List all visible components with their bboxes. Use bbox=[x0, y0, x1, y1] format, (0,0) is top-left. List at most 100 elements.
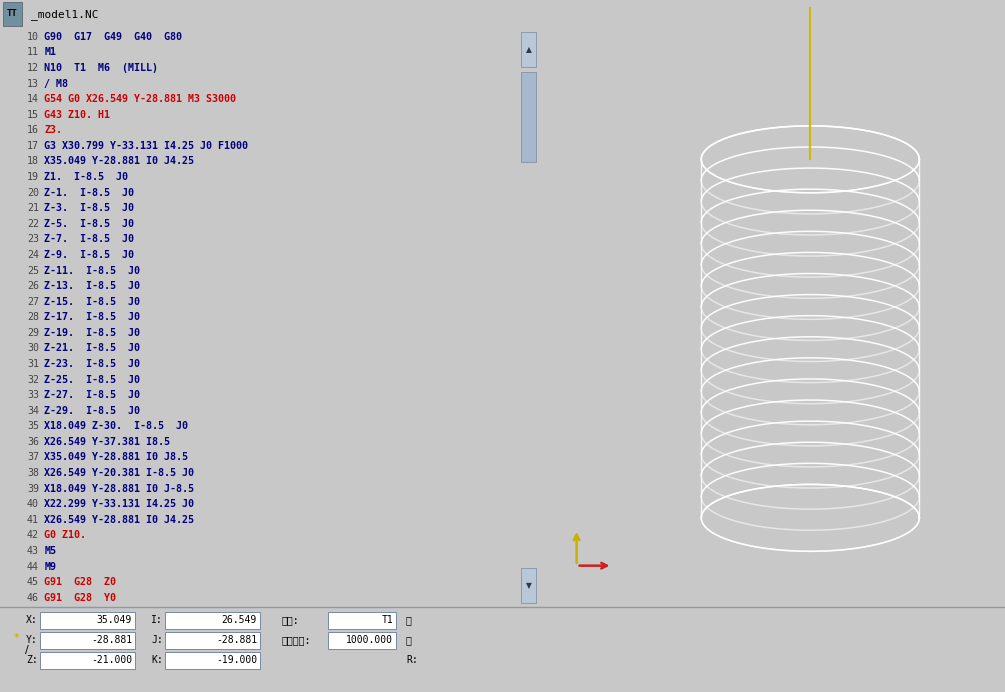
Text: 19: 19 bbox=[27, 172, 39, 182]
Text: 距: 距 bbox=[406, 615, 412, 625]
Text: X26.549 Y-28.881 I0 J4.25: X26.549 Y-28.881 I0 J4.25 bbox=[44, 515, 194, 525]
Text: 27: 27 bbox=[27, 297, 39, 307]
Bar bbox=[165, 651, 260, 668]
Text: -19.000: -19.000 bbox=[216, 655, 257, 665]
Text: 21: 21 bbox=[27, 203, 39, 213]
Text: K:: K: bbox=[151, 655, 163, 665]
Text: M9: M9 bbox=[44, 561, 56, 572]
Text: -28.881: -28.881 bbox=[216, 635, 257, 645]
Text: 37: 37 bbox=[27, 453, 39, 462]
Text: Z-7.  I-8.5  J0: Z-7. I-8.5 J0 bbox=[44, 235, 134, 244]
Text: ▼: ▼ bbox=[526, 581, 532, 590]
Bar bbox=[522, 32, 536, 66]
Bar bbox=[522, 72, 536, 162]
Text: Z-11.  I-8.5  J0: Z-11. I-8.5 J0 bbox=[44, 266, 140, 275]
Text: 12: 12 bbox=[27, 63, 39, 73]
Text: 10: 10 bbox=[27, 32, 39, 42]
Text: 18: 18 bbox=[27, 156, 39, 167]
Text: G90  G17  G49  G40  G80: G90 G17 G49 G40 G80 bbox=[44, 32, 182, 42]
Text: G54 G0 X26.549 Y-28.881 M3 S3000: G54 G0 X26.549 Y-28.881 M3 S3000 bbox=[44, 94, 236, 104]
Text: I:: I: bbox=[151, 615, 163, 625]
Text: 22: 22 bbox=[27, 219, 39, 229]
Text: 42: 42 bbox=[27, 530, 39, 540]
Text: / M8: / M8 bbox=[44, 79, 68, 89]
Text: Z1.  I-8.5  J0: Z1. I-8.5 J0 bbox=[44, 172, 129, 182]
Text: Z-25.  I-8.5  J0: Z-25. I-8.5 J0 bbox=[44, 374, 140, 385]
Text: G0 Z10.: G0 Z10. bbox=[44, 530, 86, 540]
Text: Z3.: Z3. bbox=[44, 125, 62, 136]
Text: 44: 44 bbox=[27, 561, 39, 572]
Text: 43: 43 bbox=[27, 546, 39, 556]
Text: 31: 31 bbox=[27, 359, 39, 369]
Text: X:: X: bbox=[26, 615, 38, 625]
Text: Z-27.  I-8.5  J0: Z-27. I-8.5 J0 bbox=[44, 390, 140, 400]
Text: 25: 25 bbox=[27, 266, 39, 275]
Text: 24: 24 bbox=[27, 250, 39, 260]
Text: G91  G28  Y0: G91 G28 Y0 bbox=[44, 593, 117, 603]
Text: Z-21.  I-8.5  J0: Z-21. I-8.5 J0 bbox=[44, 343, 140, 354]
Text: X18.049 Z-30.  I-8.5  J0: X18.049 Z-30. I-8.5 J0 bbox=[44, 421, 188, 431]
Text: T1: T1 bbox=[381, 615, 393, 625]
Text: TT: TT bbox=[7, 10, 18, 19]
Text: 26: 26 bbox=[27, 281, 39, 291]
Text: M1: M1 bbox=[44, 48, 56, 57]
Text: X26.549 Y-37.381 I8.5: X26.549 Y-37.381 I8.5 bbox=[44, 437, 170, 447]
Bar bbox=[40, 632, 135, 648]
Text: *: * bbox=[13, 633, 19, 644]
Text: 35.049: 35.049 bbox=[96, 615, 132, 625]
Bar bbox=[328, 612, 396, 628]
Text: Z-29.  I-8.5  J0: Z-29. I-8.5 J0 bbox=[44, 406, 140, 416]
Text: _model1.NC: _model1.NC bbox=[31, 9, 98, 20]
Text: X18.049 Y-28.881 I0 J-8.5: X18.049 Y-28.881 I0 J-8.5 bbox=[44, 484, 194, 493]
Text: 刀具:: 刀具: bbox=[282, 615, 299, 625]
Text: 33: 33 bbox=[27, 390, 39, 400]
Text: Z-13.  I-8.5  J0: Z-13. I-8.5 J0 bbox=[44, 281, 140, 291]
Text: 45: 45 bbox=[27, 577, 39, 587]
Bar bbox=[40, 612, 135, 628]
Text: Z-23.  I-8.5  J0: Z-23. I-8.5 J0 bbox=[44, 359, 140, 369]
Text: N10  T1  M6  (MILL): N10 T1 M6 (MILL) bbox=[44, 63, 158, 73]
Text: 29: 29 bbox=[27, 328, 39, 338]
Text: ▲: ▲ bbox=[526, 45, 532, 54]
Text: 30: 30 bbox=[27, 343, 39, 354]
Text: 28: 28 bbox=[27, 312, 39, 322]
Text: /: / bbox=[25, 646, 29, 655]
Bar bbox=[165, 612, 260, 628]
Text: 20: 20 bbox=[27, 188, 39, 198]
Text: X22.299 Y-33.131 I4.25 J0: X22.299 Y-33.131 I4.25 J0 bbox=[44, 499, 194, 509]
Text: X35.049 Y-28.881 I0 J4.25: X35.049 Y-28.881 I0 J4.25 bbox=[44, 156, 194, 167]
Text: 14: 14 bbox=[27, 94, 39, 104]
Text: Z-17.  I-8.5  J0: Z-17. I-8.5 J0 bbox=[44, 312, 140, 322]
Text: Z-3.  I-8.5  J0: Z-3. I-8.5 J0 bbox=[44, 203, 134, 213]
Text: 进给速度:: 进给速度: bbox=[282, 635, 312, 645]
Text: 36: 36 bbox=[27, 437, 39, 447]
Text: 23: 23 bbox=[27, 235, 39, 244]
Text: 46: 46 bbox=[27, 593, 39, 603]
Text: J:: J: bbox=[151, 635, 163, 645]
Bar bbox=[40, 651, 135, 668]
Text: Z:: Z: bbox=[26, 655, 38, 665]
Text: G3 X30.799 Y-33.131 I4.25 J0 F1000: G3 X30.799 Y-33.131 I4.25 J0 F1000 bbox=[44, 141, 248, 151]
Text: 26.549: 26.549 bbox=[222, 615, 257, 625]
Text: 35: 35 bbox=[27, 421, 39, 431]
Text: R:: R: bbox=[406, 655, 418, 665]
Text: 32: 32 bbox=[27, 374, 39, 385]
Text: Z-5.  I-8.5  J0: Z-5. I-8.5 J0 bbox=[44, 219, 134, 229]
Text: Z-9.  I-8.5  J0: Z-9. I-8.5 J0 bbox=[44, 250, 134, 260]
Text: 38: 38 bbox=[27, 468, 39, 478]
Text: 全: 全 bbox=[406, 635, 412, 645]
Text: -21.000: -21.000 bbox=[90, 655, 132, 665]
Text: 1000.000: 1000.000 bbox=[346, 635, 393, 645]
Text: Z-1.  I-8.5  J0: Z-1. I-8.5 J0 bbox=[44, 188, 134, 198]
Text: 17: 17 bbox=[27, 141, 39, 151]
Text: G43 Z10. H1: G43 Z10. H1 bbox=[44, 110, 111, 120]
Bar bbox=[165, 632, 260, 648]
Text: 34: 34 bbox=[27, 406, 39, 416]
Bar bbox=[328, 632, 396, 648]
Text: -28.881: -28.881 bbox=[90, 635, 132, 645]
Text: Y:: Y: bbox=[26, 635, 38, 645]
Text: 16: 16 bbox=[27, 125, 39, 136]
Text: X26.549 Y-20.381 I-8.5 J0: X26.549 Y-20.381 I-8.5 J0 bbox=[44, 468, 194, 478]
Bar bbox=[3, 2, 22, 26]
Text: G91  G28  Z0: G91 G28 Z0 bbox=[44, 577, 117, 587]
